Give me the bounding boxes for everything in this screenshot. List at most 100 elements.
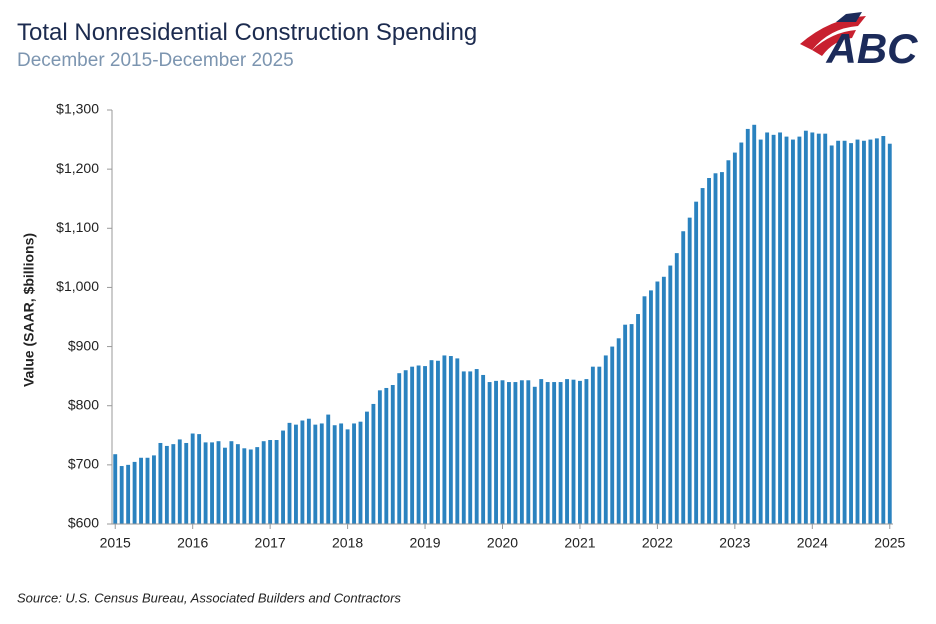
bar bbox=[758, 139, 763, 525]
bar bbox=[661, 276, 666, 524]
bar bbox=[145, 457, 150, 524]
bar bbox=[778, 132, 782, 524]
y-tick-label: $700 bbox=[68, 456, 99, 472]
logo: ABC bbox=[800, 12, 918, 72]
bar bbox=[797, 136, 802, 524]
bar bbox=[164, 445, 169, 524]
bar bbox=[816, 133, 821, 524]
bar bbox=[261, 441, 266, 524]
bar bbox=[487, 382, 492, 524]
bar bbox=[229, 441, 234, 524]
bar bbox=[700, 188, 705, 524]
bar bbox=[481, 374, 486, 524]
bar bbox=[868, 139, 873, 525]
bar bbox=[565, 379, 569, 524]
bar bbox=[242, 448, 247, 524]
bar bbox=[603, 355, 608, 524]
bar bbox=[390, 385, 395, 524]
bar bbox=[791, 139, 795, 525]
bar bbox=[887, 143, 892, 524]
bar bbox=[649, 290, 653, 524]
bar bbox=[707, 178, 711, 524]
bar bbox=[642, 296, 647, 524]
x-tick-label: 2017 bbox=[255, 535, 286, 551]
bar bbox=[500, 380, 505, 524]
bar bbox=[513, 382, 518, 524]
bar bbox=[319, 423, 324, 524]
bar bbox=[313, 424, 318, 524]
bar bbox=[235, 444, 240, 524]
bar bbox=[681, 231, 686, 524]
bar bbox=[636, 314, 640, 524]
bar bbox=[539, 379, 544, 524]
bar bbox=[668, 265, 673, 524]
bar bbox=[590, 366, 595, 524]
y-tick-label: $1,000 bbox=[56, 278, 99, 294]
bar bbox=[829, 145, 834, 524]
bar bbox=[274, 440, 279, 524]
bar bbox=[442, 355, 447, 524]
bar bbox=[765, 132, 770, 524]
x-tick-label: 2015 bbox=[100, 535, 131, 551]
bar bbox=[571, 379, 576, 524]
logo-text: ABC bbox=[826, 25, 919, 72]
x-tick-label: 2023 bbox=[719, 535, 750, 551]
bar bbox=[810, 132, 815, 524]
bar bbox=[448, 356, 453, 524]
bar bbox=[384, 387, 389, 524]
bar bbox=[139, 457, 143, 524]
bar bbox=[578, 380, 582, 524]
bar bbox=[248, 449, 253, 524]
bar bbox=[255, 447, 260, 524]
bar bbox=[784, 136, 789, 524]
bar bbox=[184, 442, 189, 524]
y-tick-label: $900 bbox=[68, 337, 99, 353]
bar bbox=[377, 390, 382, 524]
bar bbox=[326, 414, 331, 524]
bar bbox=[371, 403, 376, 524]
x-tick-label: 2024 bbox=[797, 535, 828, 551]
bar bbox=[745, 128, 750, 524]
bar bbox=[519, 380, 524, 524]
x-tick-label: 2018 bbox=[332, 535, 363, 551]
bar bbox=[345, 429, 350, 524]
x-tick-label: 2019 bbox=[409, 535, 440, 551]
bar bbox=[713, 173, 718, 525]
bar bbox=[190, 433, 195, 524]
bar bbox=[552, 382, 557, 524]
bar bbox=[306, 418, 311, 524]
x-tick-label: 2022 bbox=[642, 535, 673, 551]
bar bbox=[461, 371, 466, 524]
chart-title: Total Nonresidential Construction Spendi… bbox=[17, 19, 477, 46]
bar bbox=[339, 423, 344, 524]
bar bbox=[623, 324, 628, 524]
bar bbox=[862, 140, 866, 525]
bar bbox=[526, 380, 531, 524]
bar bbox=[287, 422, 292, 524]
bar bbox=[629, 324, 634, 524]
bar bbox=[842, 140, 847, 525]
bar bbox=[352, 423, 356, 524]
bar bbox=[855, 139, 860, 525]
bar bbox=[358, 421, 363, 524]
bar bbox=[126, 464, 131, 524]
bar bbox=[532, 386, 537, 524]
chart-subtitle: December 2015-December 2025 bbox=[17, 50, 294, 71]
bar bbox=[158, 442, 163, 524]
bar bbox=[732, 152, 737, 524]
bar bbox=[268, 440, 273, 524]
bar bbox=[332, 425, 337, 524]
x-tick-label: 2020 bbox=[487, 535, 518, 551]
x-tick-label: 2025 bbox=[874, 535, 905, 551]
bar bbox=[203, 442, 208, 524]
bar bbox=[397, 373, 402, 524]
bar bbox=[610, 346, 615, 524]
bar bbox=[171, 444, 176, 524]
bar bbox=[687, 217, 692, 524]
bar bbox=[152, 455, 156, 524]
bar bbox=[436, 360, 440, 524]
bar bbox=[597, 366, 602, 524]
bar bbox=[494, 380, 498, 524]
bar bbox=[726, 160, 731, 524]
bar bbox=[584, 379, 589, 524]
